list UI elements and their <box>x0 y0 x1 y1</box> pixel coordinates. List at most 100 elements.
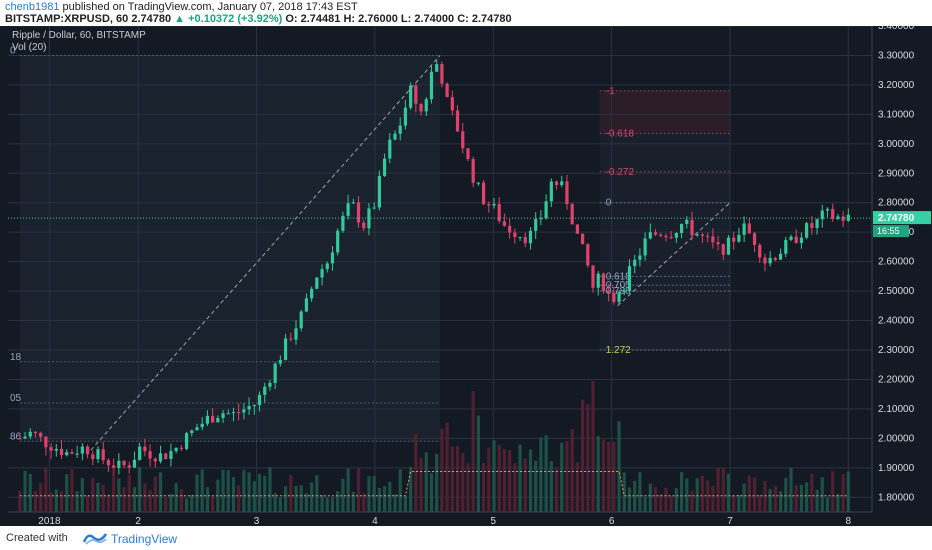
volume-bar <box>450 446 454 512</box>
volume-bar <box>601 439 606 512</box>
fib-level-label: -1 <box>606 86 615 97</box>
ohlc-line: BITSTAMP:XRPUSD, 60 2.74780 ▲ +0.10372 (… <box>5 13 512 25</box>
candle-body <box>59 448 64 456</box>
volume-bar <box>221 469 225 512</box>
candle-body <box>518 236 522 238</box>
volume-bar <box>39 483 43 512</box>
volume-bar <box>398 469 402 512</box>
volume-average-line <box>19 471 849 497</box>
candle-body <box>653 232 658 235</box>
volume-bar <box>711 486 715 512</box>
volume-bar <box>789 467 793 512</box>
candle-body <box>706 235 710 237</box>
volume-bar <box>294 486 298 512</box>
candle-body <box>221 413 225 419</box>
volume-bar <box>622 472 626 512</box>
candle-body <box>252 405 256 407</box>
candle-body <box>622 290 626 293</box>
candle-body <box>231 412 236 414</box>
volume-bar <box>471 390 475 512</box>
candle-body <box>607 290 611 293</box>
volume-bar <box>273 493 277 512</box>
volume-bar <box>367 476 371 512</box>
candle-body <box>627 266 632 291</box>
candle-body <box>466 148 470 160</box>
candle-body <box>289 338 293 340</box>
candle-body <box>455 110 460 132</box>
volume-bar <box>700 476 705 512</box>
candle-body <box>554 181 559 186</box>
volume-bar <box>721 467 725 512</box>
candle-body <box>377 175 381 208</box>
volume-bar <box>466 463 470 512</box>
candle-body <box>789 236 793 240</box>
candle-body <box>419 103 423 112</box>
candle-body <box>33 431 38 433</box>
volume-bar <box>497 444 501 512</box>
candle-body <box>325 263 329 270</box>
chart-area[interactable]: 1.80000 1.90000 2.00000 2.10000 2.20000 2.300… <box>0 26 932 526</box>
volume-bar <box>122 487 126 512</box>
candle-body <box>153 458 157 462</box>
volume-bar <box>440 428 444 512</box>
candle-body <box>205 415 210 424</box>
candle-body <box>601 273 606 291</box>
ohlc-values: O: 2.74481 H: 2.76000 L: 2.74000 C: 2.74… <box>285 13 512 25</box>
candle-body <box>346 203 350 216</box>
candle-body <box>664 235 668 238</box>
candle-body <box>815 219 819 229</box>
volume-bar <box>54 489 58 512</box>
volume-bar <box>179 489 183 512</box>
footer: Created with TradingView <box>0 526 932 550</box>
candle-body <box>596 273 600 288</box>
volume-bar <box>846 471 850 512</box>
fib-level-label: 0 <box>606 198 612 209</box>
volume-bar <box>132 487 137 512</box>
last-price-label: 2.74780 <box>131 13 172 25</box>
volume-bar <box>534 460 538 512</box>
candle-body <box>513 232 517 237</box>
candle-body <box>586 244 590 266</box>
volume-bar <box>617 421 621 512</box>
volume-bar <box>778 491 783 512</box>
candle-body <box>216 418 220 423</box>
volume-bar <box>544 435 548 512</box>
volume-bar <box>435 453 439 512</box>
fib-zone-top <box>599 90 730 134</box>
volume-legend: Vol (20) <box>12 42 47 53</box>
tradingview-logo-icon <box>82 533 108 545</box>
candle-body <box>549 181 553 202</box>
tradingview-brand[interactable]: TradingView <box>111 532 178 546</box>
candle-body <box>440 64 444 84</box>
candle-body <box>669 237 673 239</box>
x-tick-label: 2018 <box>38 516 61 526</box>
volume-bar <box>101 484 105 512</box>
candle-body <box>758 244 762 258</box>
author-link[interactable]: chenb1981 <box>5 1 60 13</box>
candle-body <box>299 311 303 329</box>
candle-body <box>200 423 204 428</box>
volume-bar <box>263 475 267 512</box>
candle-body <box>445 83 449 98</box>
price-chart[interactable]: 1.80000 1.90000 2.00000 2.10000 2.20000 2.300… <box>0 26 932 526</box>
candle-body <box>612 292 616 302</box>
candle-body <box>351 202 355 204</box>
volume-bar <box>403 495 408 512</box>
candle-body <box>398 125 402 134</box>
volume-bar <box>445 422 449 512</box>
volume-bar <box>80 477 84 512</box>
candle-body <box>242 409 246 413</box>
volume-bar <box>633 480 637 512</box>
y-tick-label: 3.10000 <box>878 109 915 120</box>
candle-body <box>320 269 324 278</box>
volume-bar <box>659 493 663 512</box>
volume-bar <box>758 494 762 512</box>
candle-body <box>539 218 543 220</box>
candle-body <box>591 265 595 288</box>
volume-bar <box>674 488 678 512</box>
volume-bar <box>341 478 345 512</box>
volume-bar <box>409 466 413 512</box>
candle-body <box>179 447 183 449</box>
candle-body <box>28 431 32 437</box>
candle-body <box>659 234 663 236</box>
